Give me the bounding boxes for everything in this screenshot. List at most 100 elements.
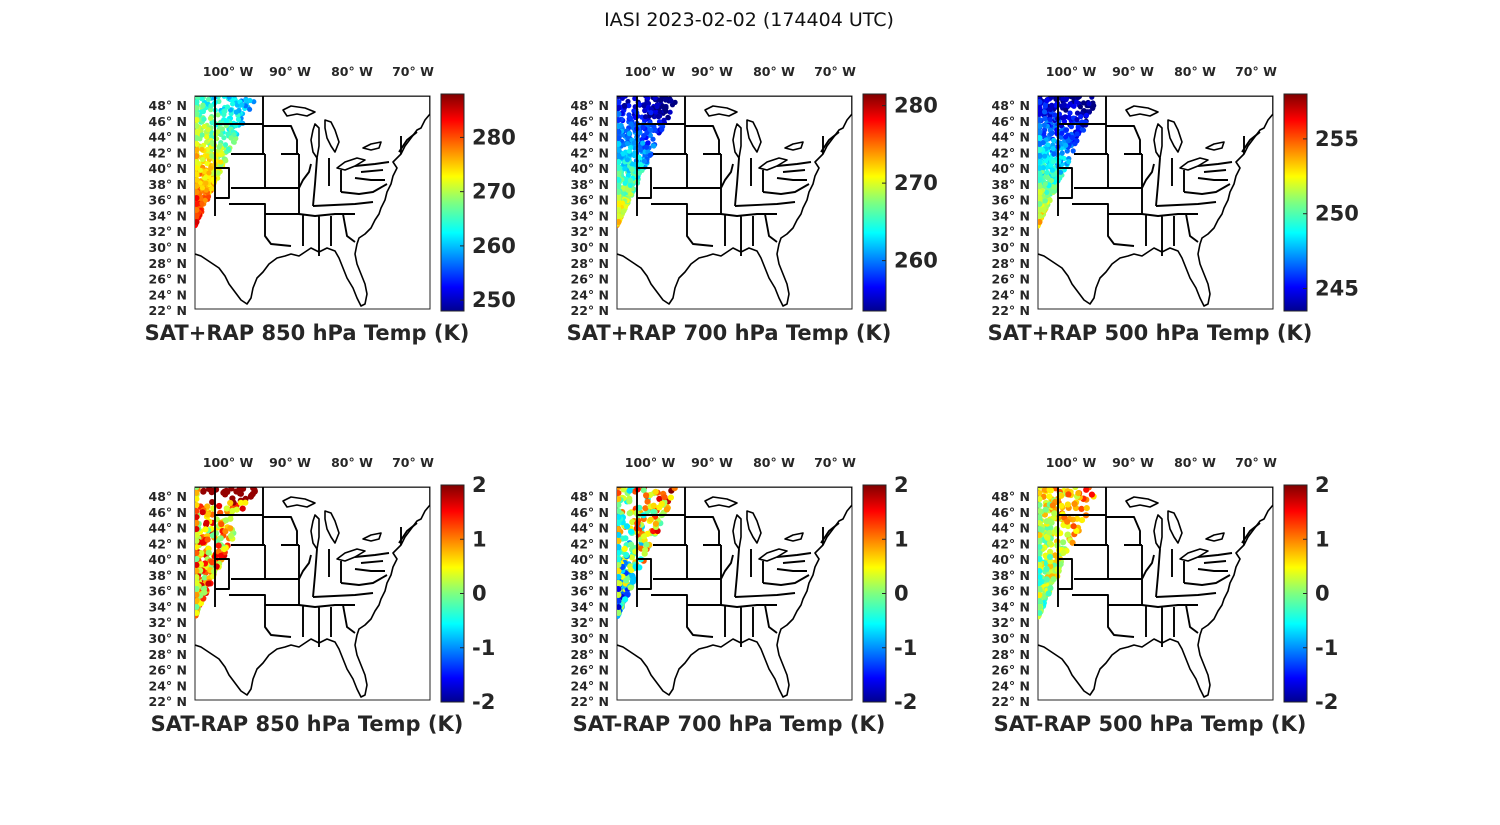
swath-point (1045, 590, 1052, 597)
swath-point (1075, 124, 1081, 130)
swath-edge-point (1038, 147, 1043, 153)
great-lake (784, 141, 804, 151)
swath-point (624, 157, 630, 163)
swath-point (655, 114, 661, 120)
swath-edge-point (617, 153, 622, 159)
swath-point (199, 132, 205, 138)
swath-point (1042, 115, 1048, 122)
swath-point (627, 541, 635, 548)
swath-edge-point (1038, 580, 1043, 586)
lat-tick-label: 46° N (992, 505, 1030, 520)
lat-tick-label: 36° N (149, 584, 187, 599)
swath-point (202, 526, 209, 533)
swath-point (629, 519, 636, 526)
swath-edge-point (1038, 207, 1043, 213)
swath-point (1068, 124, 1074, 130)
swath-point (641, 103, 647, 109)
swath-point (642, 108, 648, 114)
swath-edge-point (195, 496, 200, 502)
lat-tick-label: 22° N (571, 303, 609, 318)
lat-tick-label: 42° N (149, 536, 187, 551)
swath-edge-point (1038, 213, 1043, 219)
swath-edge-point (617, 219, 622, 225)
lon-tick-label: 80° W (753, 455, 795, 470)
swath-edge-point (195, 580, 200, 586)
swath-edge-point (1038, 592, 1043, 598)
swath-edge-point (195, 508, 200, 514)
lat-tick-label: 32° N (149, 224, 187, 239)
swath-point (233, 109, 239, 115)
lon-tick-label: 70° W (392, 64, 434, 79)
swath-point (631, 153, 637, 159)
swath-point (1046, 553, 1054, 561)
swath-edge-point (617, 502, 622, 508)
swath-point (201, 574, 208, 581)
swath-point (1065, 138, 1071, 144)
swath-point (620, 185, 626, 191)
swath-point (1077, 104, 1083, 110)
map-area (617, 96, 852, 307)
swath-edge-point (1038, 135, 1043, 141)
swath-point (1047, 585, 1054, 592)
great-lake (336, 157, 366, 171)
swath-point (1064, 531, 1071, 538)
swath-point (243, 97, 249, 103)
swath-point (222, 517, 230, 524)
lat-tick-label: 36° N (571, 193, 609, 208)
swath-point (208, 165, 214, 171)
swath-point (626, 487, 633, 494)
great-lake (1167, 510, 1183, 544)
swath-point (647, 152, 653, 158)
lat-tick-label: 44° N (992, 130, 1030, 145)
swath-point (1043, 158, 1049, 164)
swath-point (1060, 115, 1066, 121)
state-borders (1057, 487, 1261, 647)
great-lake (310, 514, 320, 550)
lat-tick-label: 46° N (571, 114, 609, 129)
swath-point (221, 135, 227, 141)
swath-point (663, 506, 670, 513)
great-lake (1167, 119, 1183, 153)
swath-edge-point (195, 526, 200, 532)
swath-point (216, 502, 223, 510)
lat-tick-label: 46° N (571, 505, 609, 520)
swath-point (203, 187, 209, 193)
lon-tick-label: 100° W (625, 455, 676, 470)
swath-point (221, 488, 228, 495)
swath-point (1083, 505, 1090, 512)
swath-point (626, 498, 633, 505)
lat-tick-label: 26° N (992, 663, 1030, 678)
lat-tick-label: 48° N (992, 489, 1030, 504)
swath-point (629, 578, 636, 585)
swath-point (1049, 102, 1055, 108)
swath-point (1071, 500, 1078, 508)
swath-point (643, 144, 650, 150)
swath-point (661, 117, 667, 123)
swath-point (1060, 549, 1067, 556)
swath-edge-point (617, 610, 622, 616)
swath-point (199, 185, 206, 191)
swath-point (1074, 110, 1081, 116)
state-borders (1057, 96, 1261, 256)
swath-point (638, 162, 645, 168)
swath-edge-point (617, 556, 622, 562)
colorbar-tick-label: -2 (894, 690, 917, 714)
swath-point (627, 177, 634, 183)
swath-edge-point (617, 538, 622, 544)
swath-edge-point (1038, 550, 1043, 556)
swath-edge-point (195, 538, 200, 544)
swath-point (625, 172, 631, 178)
swath-edge-point (617, 598, 622, 604)
swath-point (1050, 146, 1056, 152)
swath-point (648, 110, 654, 116)
swath-point (1089, 96, 1095, 100)
swath-edge-point (617, 550, 622, 556)
swath-edge-point (617, 213, 622, 219)
swath-point (207, 115, 214, 121)
colorbar-tick-label: 245 (1315, 277, 1359, 301)
colorbar-tick-label: -1 (894, 636, 917, 660)
swath-point (1078, 505, 1085, 512)
colorbar-tick-label: -2 (472, 690, 495, 714)
swath-point (654, 103, 660, 110)
swath-point (204, 139, 210, 145)
